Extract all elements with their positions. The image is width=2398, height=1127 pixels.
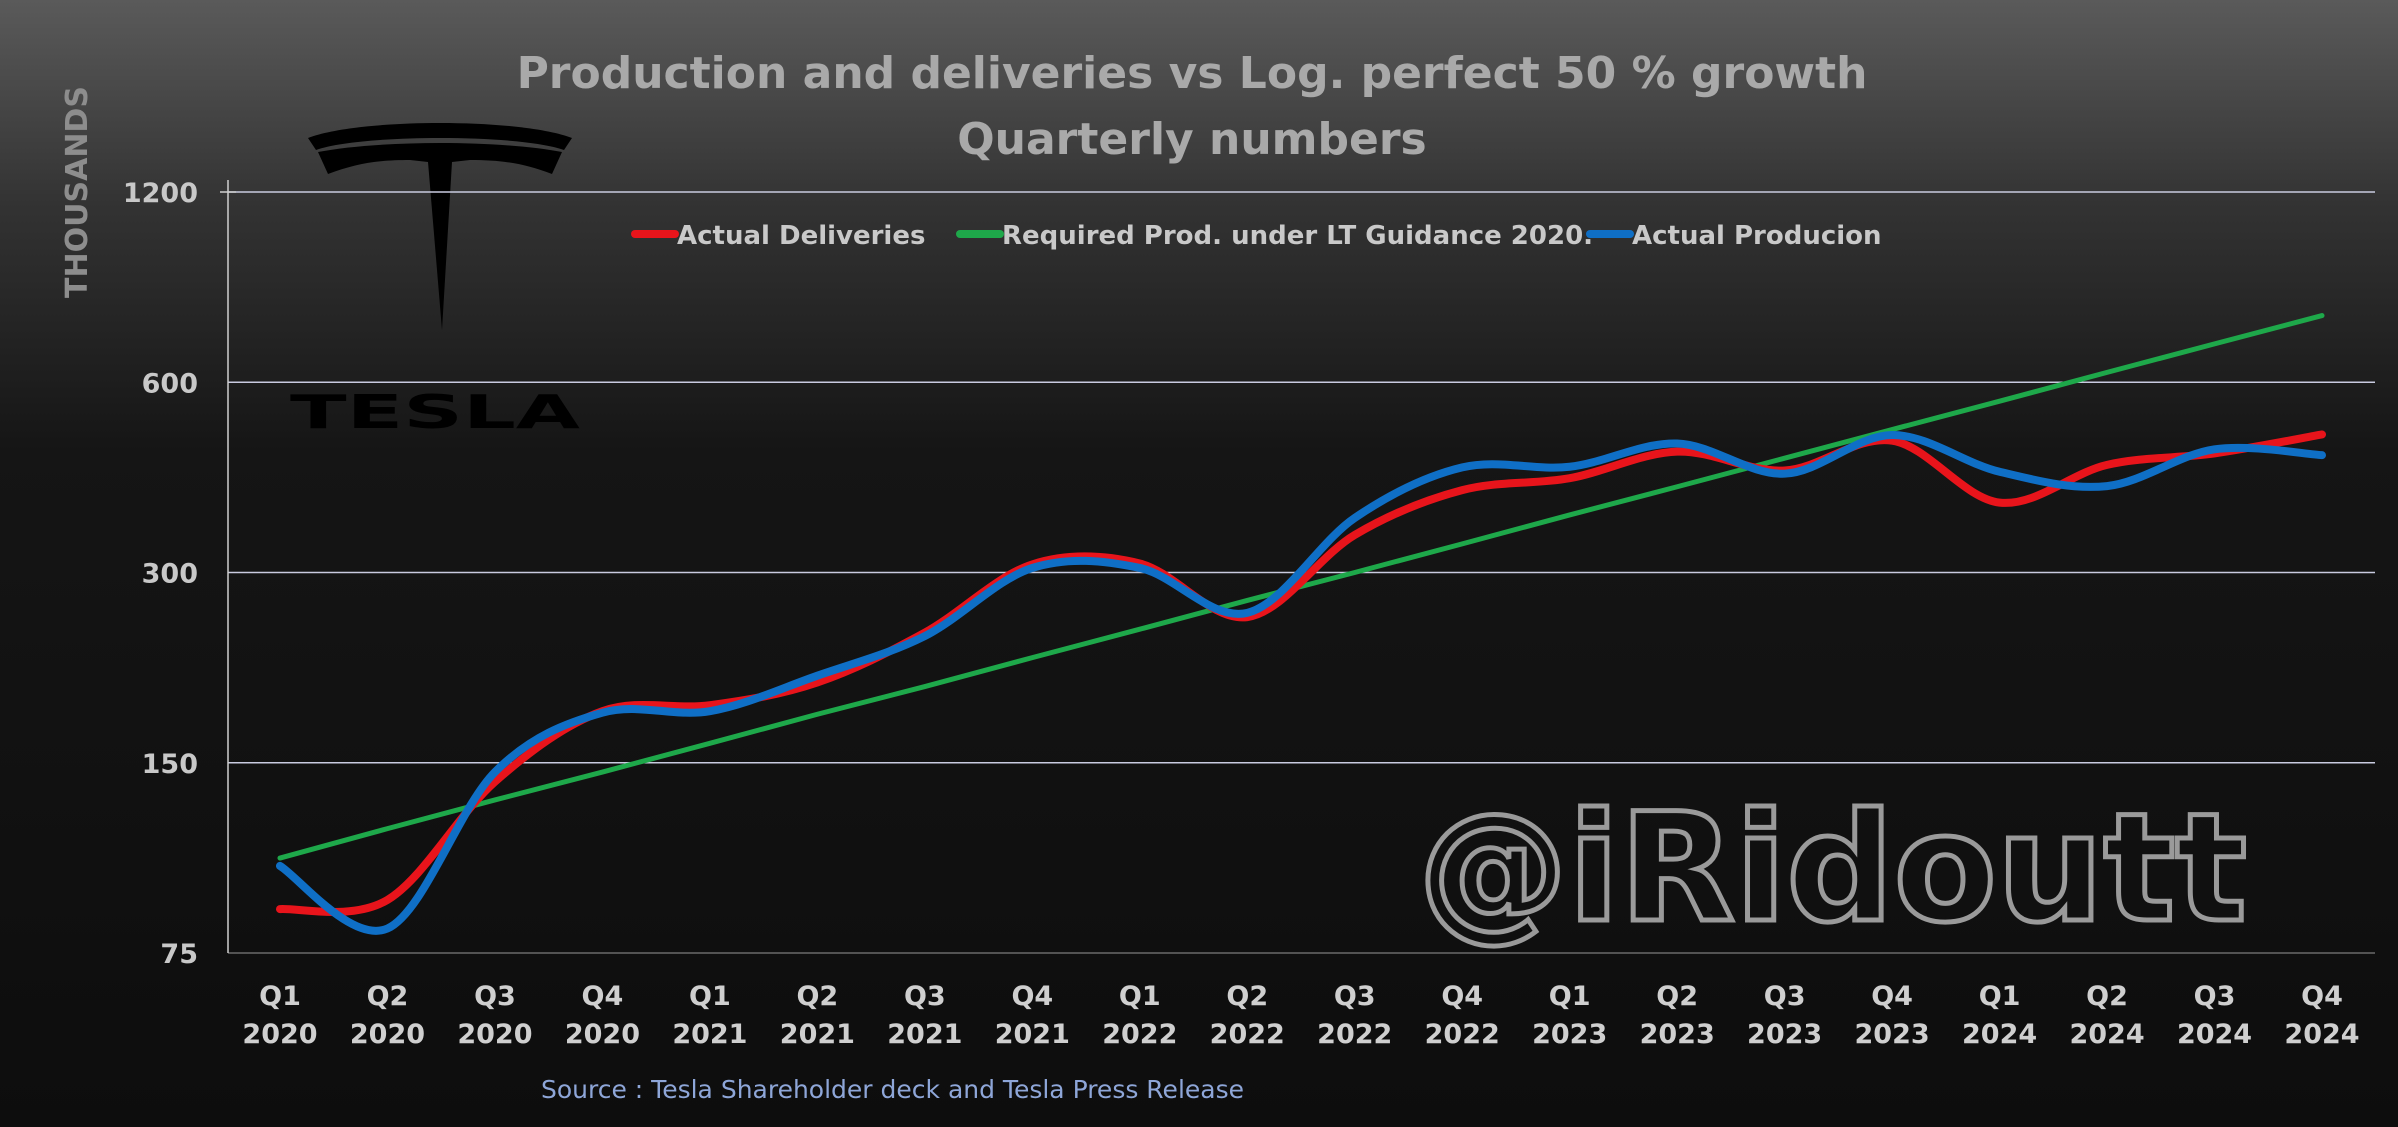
x-tick-label: Q4 2020 — [565, 981, 640, 1050]
chart-title: Production and deliveries vs Log. perfec… — [517, 48, 1868, 99]
x-tick-year: 2022 — [1210, 1019, 1285, 1050]
legend-item: Actual Deliveries — [631, 221, 925, 251]
x-tick-year: 2021 — [995, 1019, 1070, 1050]
x-tick-label: Q1 2020 — [242, 981, 317, 1050]
x-tick-label: Q1 2024 — [1962, 981, 2037, 1050]
x-tick-quarter: Q4 — [2301, 981, 2343, 1012]
x-tick-year: 2022 — [1425, 1019, 1500, 1050]
x-tick-quarter: Q3 — [474, 981, 516, 1012]
x-tick-label: Q3 2020 — [457, 981, 532, 1050]
x-tick-year: 2021 — [780, 1019, 855, 1050]
x-tick-quarter: Q1 — [1119, 981, 1161, 1012]
x-tick-label: Q3 2024 — [2177, 981, 2252, 1050]
x-tick-quarter: Q4 — [1871, 981, 1913, 1012]
x-axis-ticks: Q1 2020 Q2 2020 Q3 2020 Q4 2020 Q1 2021 Q2 2021 Q3 20… — [242, 981, 2359, 1050]
y-tick-label: 300 — [142, 559, 198, 590]
x-tick-year: 2023 — [1747, 1019, 1822, 1050]
x-tick-label: Q4 2024 — [2284, 981, 2359, 1050]
x-tick-quarter: Q3 — [1764, 981, 1806, 1012]
x-tick-quarter: Q1 — [259, 981, 301, 1012]
x-tick-year: 2024 — [2177, 1019, 2252, 1050]
x-tick-year: 2024 — [1962, 1019, 2037, 1050]
x-tick-quarter: Q3 — [1334, 981, 1376, 1012]
x-tick-label: Q2 2023 — [1640, 981, 1715, 1050]
x-tick-quarter: Q2 — [367, 981, 409, 1012]
y-tick-label: 75 — [160, 939, 198, 970]
x-tick-quarter: Q2 — [2086, 981, 2128, 1012]
x-tick-quarter: Q4 — [1011, 981, 1053, 1012]
x-tick-label: Q2 2024 — [2069, 981, 2144, 1050]
x-tick-year: 2020 — [457, 1019, 532, 1050]
x-tick-year: 2020 — [565, 1019, 640, 1050]
x-tick-quarter: Q1 — [689, 981, 731, 1012]
x-tick-label: Q2 2021 — [780, 981, 855, 1050]
x-tick-quarter: Q3 — [904, 981, 946, 1012]
legend-label: Required Prod. under LT Guidance 2020. — [1002, 221, 1593, 251]
x-tick-quarter: Q1 — [1979, 981, 2021, 1012]
tesla-logo-icon — [308, 123, 572, 330]
x-tick-year: 2021 — [672, 1019, 747, 1050]
x-tick-label: Q1 2022 — [1102, 981, 1177, 1050]
x-tick-year: 2023 — [1532, 1019, 1607, 1050]
x-tick-year: 2022 — [1102, 1019, 1177, 1050]
x-tick-label: Q1 2023 — [1532, 981, 1607, 1050]
chart-subtitle: Quarterly numbers — [957, 114, 1427, 165]
x-tick-year: 2024 — [2284, 1019, 2359, 1050]
x-tick-year: 2022 — [1317, 1019, 1392, 1050]
y-tick-label: 1200 — [123, 178, 198, 209]
x-tick-quarter: Q3 — [2194, 981, 2236, 1012]
y-tick-label: 150 — [142, 749, 198, 780]
x-tick-quarter: Q4 — [582, 981, 624, 1012]
x-tick-year: 2023 — [1640, 1019, 1715, 1050]
x-tick-label: Q4 2022 — [1425, 981, 1500, 1050]
x-tick-label: Q2 2020 — [350, 981, 425, 1050]
legend-label: Actual Producion — [1632, 221, 1882, 251]
tesla-wordmark: TESLA — [290, 385, 581, 439]
x-tick-quarter: Q2 — [796, 981, 838, 1012]
legend-item: Actual Producion — [1586, 221, 1882, 251]
legend-item: Required Prod. under LT Guidance 2020. — [956, 221, 1593, 251]
legend: Actual Deliveries Required Prod. under LT… — [631, 221, 1882, 251]
x-tick-year: 2024 — [2069, 1019, 2144, 1050]
x-tick-label: Q3 2022 — [1317, 981, 1392, 1050]
watermark-text: @iRidoutt — [1418, 782, 2247, 956]
x-tick-label: Q3 2021 — [887, 981, 962, 1050]
x-tick-year: 2021 — [887, 1019, 962, 1050]
x-tick-quarter: Q2 — [1656, 981, 1698, 1012]
series-line-2 — [276, 431, 2326, 935]
x-tick-label: Q2 2022 — [1210, 981, 1285, 1050]
y-axis-ticks: 75 150 300 600 1200 — [123, 178, 198, 970]
x-tick-year: 2023 — [1855, 1019, 1930, 1050]
x-tick-label: Q4 2023 — [1855, 981, 1930, 1050]
y-tick-label: 600 — [142, 368, 198, 399]
source-note: Source : Tesla Shareholder deck and Tesl… — [541, 1075, 1244, 1104]
legend-label: Actual Deliveries — [677, 221, 925, 251]
x-tick-label: Q1 2021 — [672, 981, 747, 1050]
x-tick-year: 2020 — [350, 1019, 425, 1050]
tesla-wordmark-text: TESLA — [290, 385, 581, 439]
x-tick-quarter: Q4 — [1441, 981, 1483, 1012]
y-axis-label: THOUSANDS — [60, 86, 95, 298]
series-lines — [276, 313, 2326, 935]
x-tick-label: Q3 2023 — [1747, 981, 1822, 1050]
x-tick-year: 2020 — [242, 1019, 317, 1050]
x-tick-quarter: Q1 — [1549, 981, 1591, 1012]
x-tick-label: Q4 2021 — [995, 981, 1070, 1050]
x-tick-quarter: Q2 — [1226, 981, 1268, 1012]
